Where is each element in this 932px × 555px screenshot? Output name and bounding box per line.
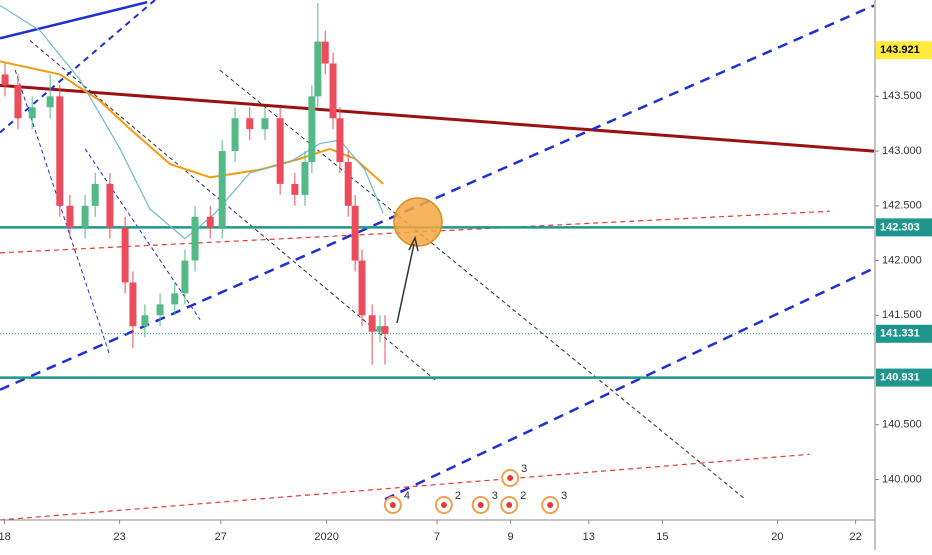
y-tick-label: 140.000 [882, 473, 922, 485]
candle-body [28, 107, 36, 119]
price-label-box [876, 41, 932, 60]
event-dot [507, 475, 514, 481]
candle-body [206, 216, 214, 228]
candle-body [376, 326, 384, 332]
event-count: 2 [455, 490, 461, 502]
price-axis [875, 0, 932, 550]
axes: 140.000 140.500 141.500 142.000 142.500 143.0… [0, 41, 932, 543]
x-tick-label: 23 [113, 531, 125, 543]
candle-body [181, 260, 189, 294]
candle-body [351, 205, 359, 261]
trend-line [0, 83, 875, 153]
candle-body [156, 304, 164, 316]
candle-body [246, 118, 254, 130]
candle-body [106, 183, 114, 228]
event-dot [477, 502, 484, 508]
arrow-head [408, 235, 419, 252]
price-label: 140.931 [880, 371, 920, 383]
event-count: 4 [404, 490, 410, 502]
candle-body [261, 118, 269, 130]
x-tick-label: 27 [215, 531, 227, 543]
y-tick-label: 143.000 [882, 145, 922, 157]
price-label-box [876, 368, 932, 387]
y-tick-label: 142.500 [882, 200, 922, 212]
candle-body [329, 63, 337, 119]
candle-body [291, 183, 299, 195]
trend-line [384, 267, 875, 501]
event-dot [547, 502, 554, 508]
x-tick-label: 7 [434, 531, 440, 543]
candle-body [368, 315, 376, 332]
trend-line [0, 453, 810, 521]
price-label: 141.331 [880, 328, 920, 340]
candle-body [121, 227, 129, 283]
candle-body [14, 85, 22, 119]
price-label-box [876, 324, 932, 343]
x-tick-label: 22 [849, 531, 861, 543]
candle-body [308, 96, 316, 163]
x-tick-label: 9 [508, 531, 514, 543]
candle-body [141, 315, 149, 327]
candle-body [46, 96, 54, 108]
candle-body [344, 162, 352, 206]
candle-body [129, 282, 137, 327]
trend-line [84, 148, 201, 320]
candle-body [81, 205, 89, 228]
candle-body [231, 118, 239, 152]
x-tick-label: 20 [771, 531, 783, 543]
arrow [396, 243, 415, 324]
trend-line [0, 0, 148, 40]
time-axis [0, 520, 932, 550]
candle-body [276, 118, 284, 184]
candle-body [191, 216, 199, 261]
candle-body [91, 183, 99, 206]
candle-body [56, 96, 64, 206]
price-label: 142.303 [880, 221, 920, 233]
candle-body [301, 162, 309, 195]
plot-area: 4 2 3 2 3 3 [0, 0, 875, 521]
y-tick-label: 143.500 [882, 90, 922, 102]
x-tick-label: 18 [0, 531, 11, 543]
candle-body [314, 41, 322, 97]
candle-body [218, 151, 226, 228]
candle-body [1, 74, 9, 86]
event-count: 3 [561, 490, 567, 502]
price-label-box [876, 218, 932, 237]
event-dot [440, 502, 447, 508]
candle-body [381, 326, 389, 334]
candle-body [321, 41, 329, 64]
candle-body [358, 260, 366, 316]
x-tick-label: 2020 [314, 531, 338, 543]
event-dot [506, 502, 513, 508]
event-count: 3 [492, 490, 498, 502]
x-tick-label: 13 [583, 531, 595, 543]
trend-line [0, 0, 156, 134]
highlight-circle [393, 197, 443, 247]
event-count: 2 [520, 490, 526, 502]
candle-body [66, 205, 74, 228]
y-tick-label: 142.000 [882, 254, 922, 266]
event-count: 3 [521, 463, 527, 475]
candle-body [171, 293, 179, 305]
y-tick-label: 141.500 [882, 309, 922, 321]
price-label: 143.921 [880, 44, 920, 56]
event-dot [389, 502, 396, 508]
x-tick-label: 15 [656, 531, 668, 543]
trend-line [219, 69, 746, 500]
y-tick-label: 140.500 [882, 419, 922, 431]
candle-body [336, 118, 344, 163]
